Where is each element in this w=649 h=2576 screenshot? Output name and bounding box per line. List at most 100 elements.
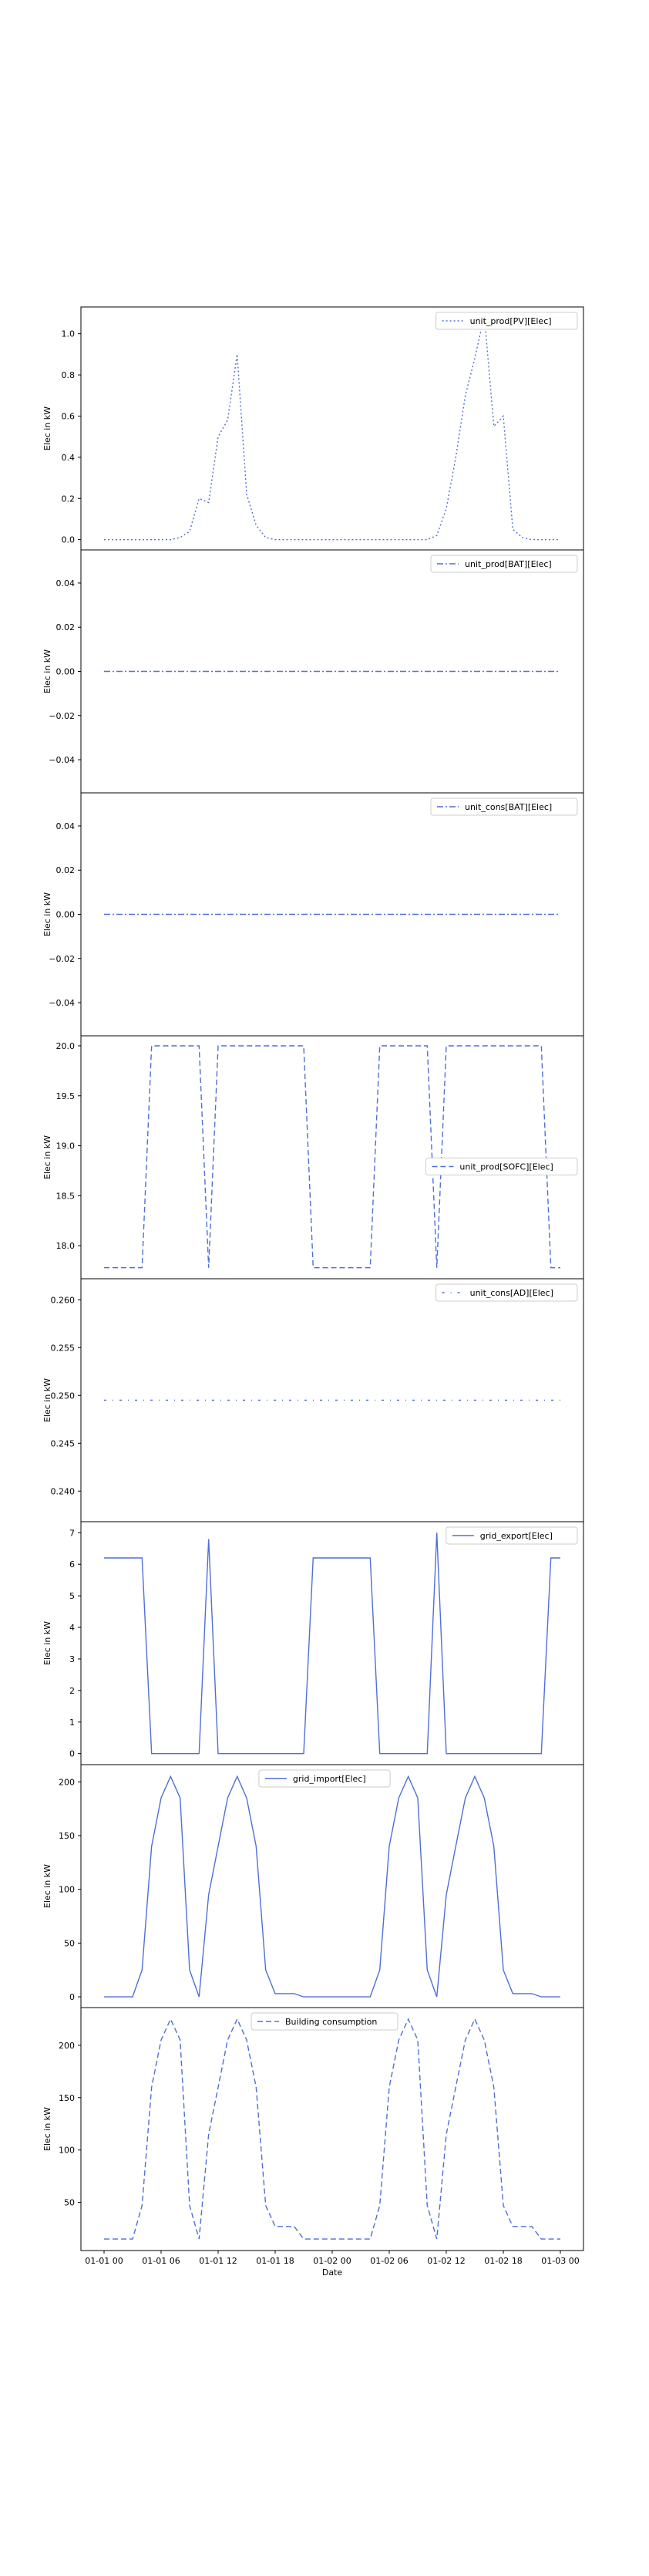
- y-axis-label: Elec in kW: [42, 1864, 52, 1908]
- y-tick-label: 3: [69, 1654, 75, 1664]
- y-tick-label: −0.02: [49, 711, 75, 721]
- x-axis-label: Date: [322, 2267, 343, 2278]
- x-tick-label: 01-02 06: [370, 2256, 408, 2266]
- y-tick-label: 0.2: [62, 494, 76, 504]
- legend-box: [446, 1526, 578, 1545]
- y-axis-label: Elec in kW: [42, 649, 52, 693]
- legend: grid_export[Elec]: [446, 1526, 578, 1545]
- axes-frame: [80, 1035, 584, 1280]
- series-line-7: [104, 1775, 560, 1998]
- x-tick-label: 01-01 06: [142, 2256, 180, 2266]
- y-tick-label: 20.0: [56, 1041, 76, 1051]
- y-tick-label: 200: [59, 2041, 75, 2051]
- subplot-1: 0.0 0.2 0.4 0.6 0.8 1.0 Elec in kW unit_prod[PV…: [42, 306, 584, 551]
- subplot-2: −0.04 −0.02 0.00 0.02 0.04 Elec in kW unit_pro…: [42, 549, 584, 794]
- legend-box: [251, 2012, 398, 2031]
- legend: grid_import[Elec]: [258, 1769, 391, 1788]
- y-tick-label: 0: [69, 1749, 75, 1759]
- y-tick-label: 0.255: [51, 1343, 76, 1353]
- y-axis-label: Elec in kW: [42, 2107, 52, 2151]
- subplot-4: 18.0 18.5 19.0 19.5 20.0 Elec in kW unit_prod[…: [42, 1035, 584, 1280]
- y-tick-label: 0.8: [62, 370, 76, 380]
- y-tick-label: 50: [64, 2198, 75, 2208]
- y-axis-label: Elec in kW: [42, 1621, 52, 1665]
- y-tick-label: 6: [69, 1559, 75, 1570]
- y-axis-label: Elec in kW: [42, 1378, 52, 1422]
- x-tick-label: 01-02 12: [427, 2256, 465, 2266]
- axes-frame: [80, 1764, 584, 2008]
- y-axis-label: Elec in kW: [42, 1135, 52, 1179]
- legend-label: grid_import[Elec]: [293, 1774, 366, 1784]
- y-tick-label: 2: [69, 1686, 75, 1696]
- y-tick-label: 0: [69, 1992, 75, 2002]
- y-tick-label: −0.02: [49, 954, 75, 964]
- axes-frame: [80, 306, 584, 551]
- y-tick-label: 0.245: [51, 1438, 76, 1448]
- legend-label: unit_prod[BAT][Elec]: [465, 559, 552, 569]
- y-tick-label: 0.02: [56, 622, 76, 632]
- y-tick-label: 0.04: [56, 821, 76, 831]
- y-tick-label: 1: [69, 1718, 75, 1728]
- y-tick-label: 18.5: [56, 1191, 76, 1201]
- y-tick-label: 5: [69, 1591, 75, 1601]
- subplot-6: 0 1 2 3 4 5 6 7 Elec in kW grid_export[Elec]: [42, 1521, 584, 1765]
- y-tick-label: 200: [59, 1777, 75, 1787]
- x-tick-label: 01-01 18: [256, 2256, 294, 2266]
- y-tick-label: 100: [59, 1885, 75, 1895]
- y-tick-label: 150: [59, 1831, 75, 1841]
- x-tick-label: 01-01 00: [85, 2256, 123, 2266]
- legend-box: [435, 312, 578, 330]
- subplot-5: 0.240 0.245 0.250 0.255 0.260 Elec in kW unit_…: [42, 1278, 584, 1522]
- legend: unit_prod[SOFC][Elec]: [425, 1158, 578, 1175]
- y-tick-label: 0.6: [62, 411, 76, 421]
- legend: unit_cons[AD][Elec]: [435, 1283, 578, 1302]
- x-tick-label: 01-02 18: [484, 2256, 522, 2266]
- x-tick-label: 01-01 12: [199, 2256, 237, 2266]
- legend-box: [425, 1158, 578, 1175]
- y-tick-label: 50: [64, 1938, 75, 1948]
- y-tick-label: 0.0: [62, 535, 76, 545]
- legend-box: [258, 1769, 391, 1788]
- y-tick-label: 1.0: [62, 329, 76, 339]
- y-tick-label: 4: [69, 1623, 75, 1633]
- legend-box: [430, 555, 578, 573]
- legend-label: unit_cons[BAT][Elec]: [465, 802, 552, 812]
- y-axis-label: Elec in kW: [42, 892, 52, 936]
- y-tick-label: 0.260: [51, 1295, 76, 1305]
- legend-box: [435, 1283, 578, 1302]
- y-tick-label: 7: [69, 1528, 75, 1538]
- legend-label: Building consumption: [285, 2017, 377, 2027]
- legend-label: unit_cons[AD][Elec]: [470, 1288, 553, 1298]
- legend: unit_cons[BAT][Elec]: [430, 797, 578, 816]
- legend-label: unit_prod[PV][Elec]: [470, 316, 552, 326]
- y-tick-label: 0.250: [51, 1391, 76, 1401]
- y-tick-label: 100: [59, 2146, 75, 2156]
- x-tick-label: 01-02 00: [313, 2256, 351, 2266]
- y-axis-label: Elec in kW: [42, 406, 52, 450]
- legend: unit_prod[BAT][Elec]: [430, 555, 578, 573]
- y-tick-label: 0.00: [56, 910, 76, 920]
- y-tick-label: 0.4: [62, 453, 76, 463]
- y-tick-label: 19.5: [56, 1091, 76, 1101]
- series-line-4: [104, 1045, 560, 1269]
- legend-label: grid_export[Elec]: [480, 1531, 553, 1541]
- subplot-8: 50 100 150 200 Elec in kW Building consumptio…: [42, 2007, 584, 2251]
- y-tick-label: 0.00: [56, 667, 76, 677]
- y-tick-label: 19.0: [56, 1141, 76, 1151]
- x-tick-label: 01-03 00: [541, 2256, 579, 2266]
- legend: unit_prod[PV][Elec]: [435, 312, 578, 330]
- y-tick-label: −0.04: [49, 998, 75, 1008]
- axes-frame: [80, 2007, 584, 2251]
- legend-box: [430, 797, 578, 816]
- y-tick-label: 0.240: [51, 1486, 76, 1496]
- series-line-8: [104, 2018, 560, 2240]
- legend: Building consumption: [251, 2012, 398, 2031]
- subplot-3: −0.04 −0.02 0.00 0.02 0.04 Elec in kW unit_con…: [42, 792, 584, 1037]
- y-tick-label: 0.02: [56, 865, 76, 875]
- y-tick-label: 0.04: [56, 578, 76, 588]
- series-line-1: [104, 315, 560, 541]
- series-line-6: [104, 1532, 560, 1755]
- y-tick-label: −0.04: [49, 755, 75, 765]
- subplot-7: 0 50 100 150 200 Elec in kW grid_import[Elec]: [42, 1764, 584, 2008]
